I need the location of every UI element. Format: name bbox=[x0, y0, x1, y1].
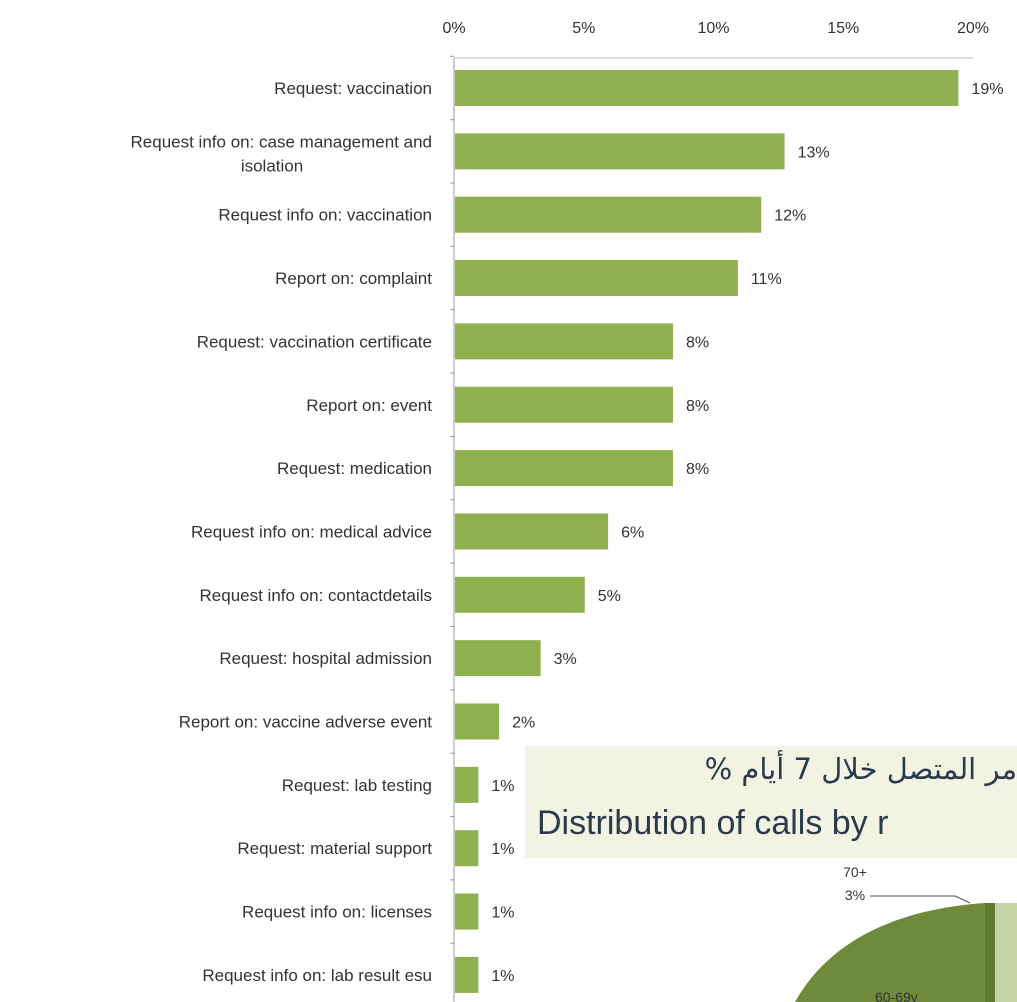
bar bbox=[455, 894, 478, 930]
category-label: Request info on: case management and isol… bbox=[131, 132, 432, 175]
pie-label-leader-line bbox=[870, 896, 970, 903]
data-label: 13% bbox=[798, 144, 830, 161]
overlay-english-title: Distribution of calls by r bbox=[537, 804, 888, 843]
bar bbox=[455, 704, 499, 740]
data-label: 1% bbox=[491, 841, 514, 858]
bar bbox=[455, 197, 761, 233]
bar bbox=[455, 830, 478, 866]
category-label: Request: medication bbox=[277, 459, 432, 478]
data-label: 1% bbox=[491, 778, 514, 795]
pie-label-cut: 60-69y bbox=[875, 989, 918, 1002]
pie-slice-light bbox=[995, 903, 1017, 1002]
data-label: 8% bbox=[686, 398, 709, 415]
category-label: Request: lab testing bbox=[282, 776, 432, 795]
bar bbox=[455, 323, 673, 359]
overlay-arabic-title: مر المتصل خلال 7 أيام % bbox=[705, 752, 1017, 786]
x-tick-label: 0% bbox=[442, 20, 465, 37]
x-tick-label: 20% bbox=[957, 20, 989, 37]
bar bbox=[455, 133, 785, 169]
x-tick-label: 15% bbox=[827, 20, 859, 37]
bar bbox=[455, 450, 673, 486]
bar bbox=[455, 957, 478, 993]
x-tick-label: 5% bbox=[572, 20, 595, 37]
data-label: 19% bbox=[971, 81, 1003, 98]
data-label: 8% bbox=[686, 461, 709, 478]
x-tick-label: 10% bbox=[697, 20, 729, 37]
category-label: Request: material support bbox=[237, 839, 432, 858]
category-label: Report on: event bbox=[306, 396, 432, 415]
data-label: 2% bbox=[512, 715, 535, 732]
pie-slice-dark-edge bbox=[985, 903, 995, 1002]
category-label: Request info on: vaccination bbox=[218, 206, 432, 225]
pie-label-age: 70+ bbox=[843, 864, 867, 880]
category-label: Request info on: licenses bbox=[242, 903, 432, 922]
bar bbox=[455, 513, 608, 549]
data-label: 6% bbox=[621, 524, 644, 541]
data-label: 3% bbox=[554, 651, 577, 668]
data-label: 12% bbox=[774, 208, 806, 225]
data-label: 1% bbox=[491, 968, 514, 985]
bar bbox=[455, 260, 738, 296]
bar bbox=[455, 70, 958, 106]
data-label: 1% bbox=[491, 905, 514, 922]
category-label: Request: hospital admission bbox=[219, 649, 432, 668]
category-label: Request: vaccination bbox=[274, 79, 432, 98]
category-label: Request: vaccination certificate bbox=[197, 332, 432, 351]
data-label: 11% bbox=[751, 271, 782, 288]
data-label: 8% bbox=[686, 334, 709, 351]
pie-chart-fragment: 70+ 3% 60-69y bbox=[525, 858, 1017, 1002]
category-label: Request info on: medical advice bbox=[191, 522, 432, 541]
pie-label-pct: 3% bbox=[845, 887, 865, 903]
category-label: Request info on: lab result esu bbox=[202, 966, 432, 985]
bar bbox=[455, 640, 541, 676]
category-label: Report on: complaint bbox=[275, 269, 432, 288]
overlay-title-panel: مر المتصل خلال 7 أيام % Distribution of … bbox=[525, 746, 1017, 858]
bar bbox=[455, 767, 478, 803]
bar bbox=[455, 577, 585, 613]
bar bbox=[455, 387, 673, 423]
category-label: Report on: vaccine adverse event bbox=[179, 713, 433, 732]
data-label: 5% bbox=[598, 588, 621, 605]
category-label: Request info on: contactdetails bbox=[200, 586, 432, 605]
